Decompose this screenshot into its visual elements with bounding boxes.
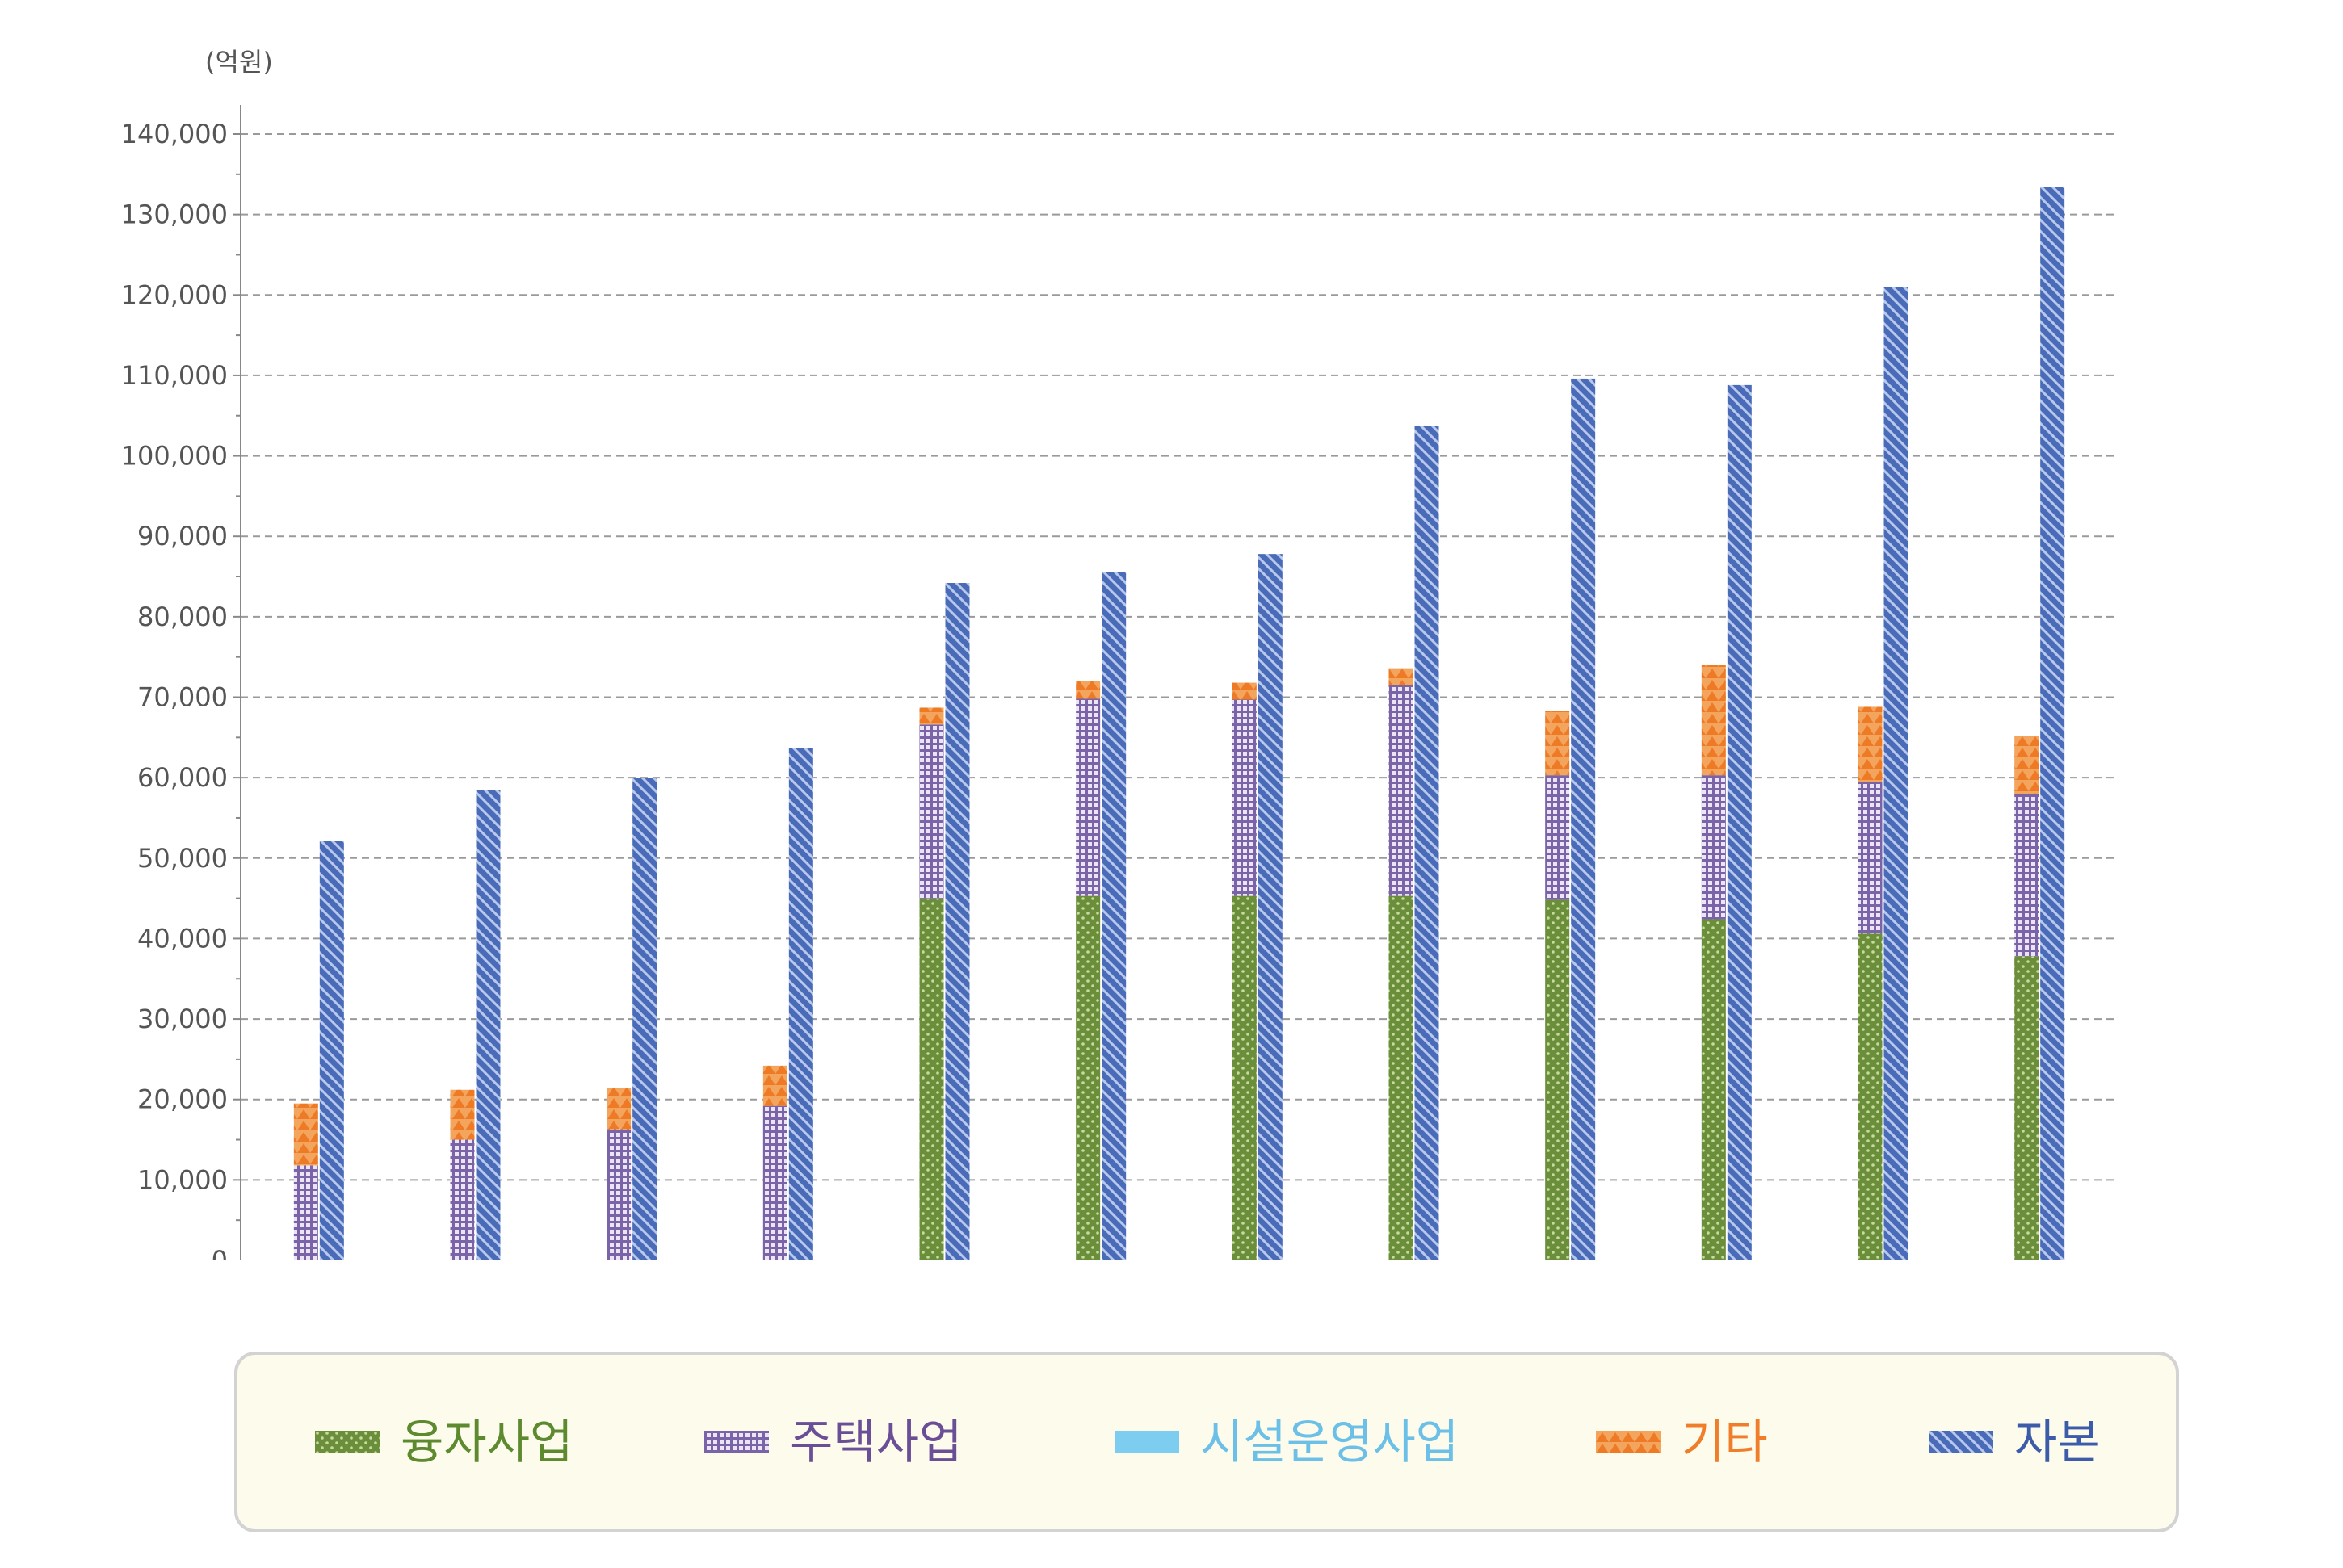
bar-segment-dots — [919, 898, 944, 1260]
bar-segment-grid — [450, 1139, 475, 1260]
legend-swatch — [315, 1431, 380, 1453]
bar-segment-grid — [762, 1105, 787, 1260]
legend-item: 주택사업 — [704, 1355, 962, 1529]
y-axis-unit-label: (억원) — [205, 47, 273, 78]
bar-segment-triangles — [762, 1065, 787, 1106]
y-tick-label: 70,000 — [137, 682, 228, 713]
legend-label: 주택사업 — [790, 1415, 963, 1469]
bar-capital — [1102, 572, 1127, 1260]
legend-label: 융자사업 — [401, 1415, 573, 1469]
y-tick-label: 100,000 — [121, 441, 228, 472]
y-tick-label: 60,000 — [137, 762, 228, 793]
bar-segment-grid — [1858, 782, 1883, 934]
bar-capital — [1571, 378, 1596, 1260]
y-tick-label: 10,000 — [137, 1164, 228, 1195]
legend-item: 융자사업 — [315, 1355, 573, 1529]
legend-item: 기타 — [1596, 1355, 1768, 1529]
bar-segment-dots — [2014, 956, 2039, 1260]
bar-capital — [319, 841, 344, 1260]
bar-segment-grid — [293, 1165, 318, 1260]
bar-segment-dots — [1545, 899, 1570, 1260]
bar-segment-dots — [1701, 919, 1726, 1260]
bar-segment-triangles — [2014, 736, 2039, 794]
bar-segment-grid — [607, 1129, 632, 1260]
bar-segment-grid — [1388, 685, 1413, 896]
bar-segment-grid — [1232, 699, 1257, 896]
bar-segment-dots — [1076, 895, 1101, 1260]
legend-item: 시설운영사업 — [1115, 1355, 1459, 1529]
bar-segment-grid — [1701, 775, 1726, 920]
bar-segment-dots — [1232, 895, 1257, 1260]
bar-capital — [476, 790, 501, 1260]
stacked-bar-chart: (억원) 0 10,000 20,000 30,000 40,000 50,000 60,0… — [121, 47, 2118, 1307]
bar-capital — [2040, 187, 2065, 1260]
bar-segment-triangles — [1076, 681, 1101, 699]
bar-segment-triangles — [1701, 665, 1726, 776]
bar-segment-triangles — [919, 707, 944, 725]
bar-segment-triangles — [293, 1103, 318, 1166]
legend-label: 기타 — [1682, 1415, 1768, 1469]
y-tick-label: 120,000 — [121, 279, 228, 310]
bar-segment-triangles — [1545, 711, 1570, 776]
legend-swatch — [704, 1431, 769, 1453]
legend-item: 자본 — [1929, 1355, 2101, 1529]
bar-segment-triangles — [1388, 668, 1413, 685]
legend-swatch — [1115, 1431, 1179, 1453]
y-tick-label: 80,000 — [137, 602, 228, 632]
y-tick-label: 90,000 — [137, 521, 228, 551]
bar-segment-dots — [1388, 895, 1413, 1260]
legend-label: 시설운영사업 — [1200, 1415, 1459, 1469]
grid-lines — [241, 133, 2118, 1181]
bar-segment-grid — [1076, 698, 1101, 896]
y-tick-label: 50,000 — [137, 843, 228, 874]
y-tick-label: 30,000 — [137, 1004, 228, 1034]
bar-segment-grid — [1545, 775, 1570, 900]
bar-capital — [1258, 554, 1283, 1260]
y-tick-label: 110,000 — [121, 360, 228, 391]
bar-capital — [945, 583, 970, 1260]
bar-segment-triangles — [1858, 706, 1883, 782]
bar-segment-dots — [1858, 933, 1883, 1260]
bars — [293, 187, 2065, 1261]
y-tick-label: 40,000 — [137, 923, 228, 954]
bar-segment-triangles — [1232, 682, 1257, 700]
legend-swatch — [1929, 1431, 1993, 1453]
legend: 융자사업 주택사업 시설운영사업 기타 자본 — [234, 1352, 2179, 1532]
y-tick-label: 0 — [212, 1245, 228, 1260]
bar-segment-triangles — [450, 1089, 475, 1140]
y-tick-label: 20,000 — [137, 1084, 228, 1115]
y-tick-label: 140,000 — [121, 119, 228, 149]
legend-label: 자본 — [2014, 1415, 2101, 1469]
bar-segment-grid — [2014, 794, 2039, 957]
bar-capital — [1414, 426, 1439, 1260]
bar-capital — [1727, 384, 1752, 1260]
bar-capital — [632, 778, 657, 1260]
bar-capital — [1883, 287, 1908, 1261]
bar-segment-triangles — [607, 1088, 632, 1130]
y-tick-label: 130,000 — [121, 199, 228, 230]
bar-capital — [788, 748, 813, 1260]
bar-segment-grid — [919, 724, 944, 899]
legend-swatch — [1596, 1431, 1661, 1453]
